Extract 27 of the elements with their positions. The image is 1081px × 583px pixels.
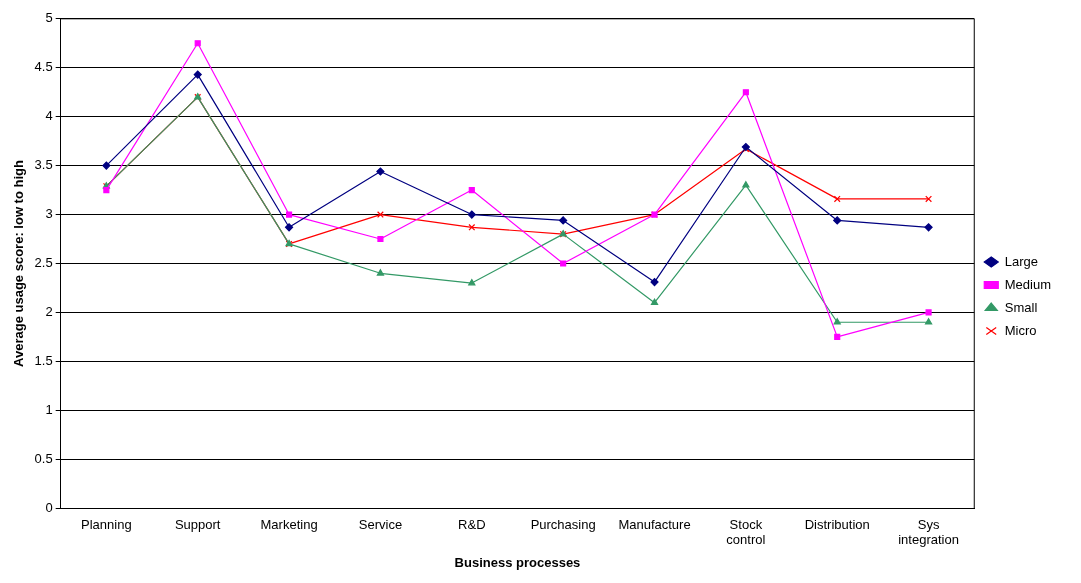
y-tick-label: 4	[45, 108, 53, 124]
y-tick-label: 1	[45, 401, 53, 417]
y-tick-label: 2.5	[34, 255, 53, 271]
x-tick-label: Support	[174, 516, 221, 532]
x-tick-label: Manufacture	[618, 516, 691, 532]
legend-label: Micro	[1004, 322, 1037, 338]
x-axis-title: Business processes	[454, 554, 581, 570]
legend-label: Medium	[1004, 276, 1052, 292]
x-tick-label: Purchasing	[530, 516, 596, 532]
y-tick-label: 0.5	[34, 450, 53, 466]
x-tick-label: Stock control	[726, 516, 766, 548]
legend-label: Large	[1004, 253, 1039, 269]
y-tick-label: 0	[45, 499, 53, 515]
x-tick-label: Sys integration	[898, 516, 959, 548]
y-tick-label: 3	[45, 206, 53, 222]
x-tick-label: Distribution	[804, 516, 870, 532]
x-tick-label: R&D	[458, 516, 486, 532]
y-tick-label: 2	[45, 304, 53, 320]
x-tick-label: Service	[358, 516, 403, 532]
x-tick-label: Marketing	[260, 516, 318, 532]
y-axis-title: Average usage score: low to high	[11, 160, 27, 367]
y-tick-label: 3.5	[34, 157, 53, 173]
y-tick-label: 4.5	[34, 59, 53, 75]
y-tick-label: 5	[45, 10, 53, 26]
y-tick-label: 1.5	[34, 352, 53, 368]
legend-label: Small	[1004, 299, 1038, 315]
x-tick-label: Planning	[81, 516, 132, 532]
